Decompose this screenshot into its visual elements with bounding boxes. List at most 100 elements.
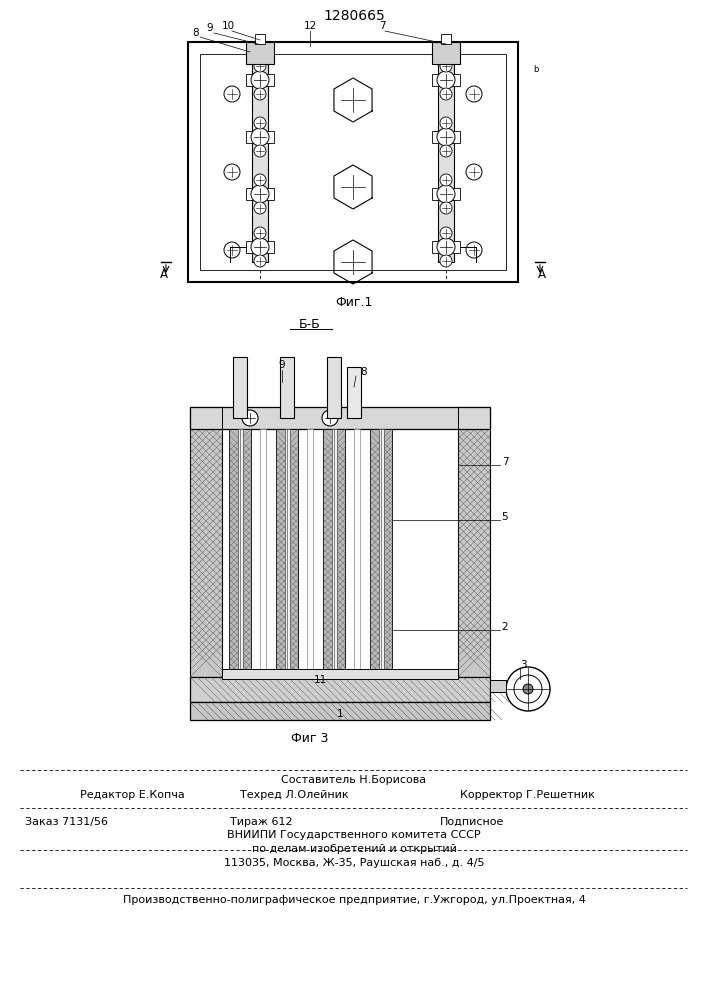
Bar xyxy=(246,74,274,86)
Circle shape xyxy=(254,227,266,239)
Bar xyxy=(246,241,274,253)
Circle shape xyxy=(466,86,482,102)
Bar xyxy=(432,188,460,200)
Bar xyxy=(432,131,460,143)
Text: Производственно-полиграфическое предприятие, г.Ужгород, ул.Проектная, 4: Производственно-полиграфическое предприя… xyxy=(122,895,585,905)
Circle shape xyxy=(437,71,455,89)
Bar xyxy=(190,702,490,720)
Text: Тираж 612: Тираж 612 xyxy=(230,817,293,827)
Text: 5: 5 xyxy=(502,512,508,522)
Bar xyxy=(432,74,460,86)
Text: 7: 7 xyxy=(379,21,385,31)
Text: 2: 2 xyxy=(502,622,508,632)
Text: b: b xyxy=(533,66,539,75)
Bar xyxy=(255,34,265,44)
Bar xyxy=(229,429,251,672)
Bar xyxy=(190,407,222,677)
Circle shape xyxy=(251,238,269,256)
Bar xyxy=(190,407,490,429)
Circle shape xyxy=(437,128,455,146)
Text: А: А xyxy=(160,267,168,280)
Text: 3: 3 xyxy=(520,660,526,670)
Circle shape xyxy=(224,86,240,102)
Circle shape xyxy=(437,238,455,256)
Text: Фиг.1: Фиг.1 xyxy=(335,296,373,308)
Bar xyxy=(252,62,268,262)
Circle shape xyxy=(440,174,452,186)
Bar xyxy=(458,407,490,677)
Bar xyxy=(280,357,294,418)
Text: 7: 7 xyxy=(502,457,508,467)
Bar xyxy=(438,62,454,262)
Text: 1280665: 1280665 xyxy=(323,9,385,23)
Bar xyxy=(260,429,266,672)
Circle shape xyxy=(251,71,269,89)
Text: 9: 9 xyxy=(206,23,214,33)
Text: 11: 11 xyxy=(313,675,327,685)
Bar xyxy=(354,429,360,672)
Text: Составитель Н.Борисова: Составитель Н.Борисова xyxy=(281,775,426,785)
Circle shape xyxy=(251,128,269,146)
Circle shape xyxy=(523,684,533,694)
Text: 12: 12 xyxy=(303,21,317,31)
Text: Б-Б: Б-Б xyxy=(299,318,321,330)
Bar xyxy=(332,429,337,672)
Circle shape xyxy=(254,117,266,129)
Circle shape xyxy=(514,675,542,703)
Circle shape xyxy=(440,202,452,214)
Circle shape xyxy=(440,60,452,72)
Bar xyxy=(246,188,274,200)
Bar xyxy=(323,429,345,672)
Text: 113035, Москва, Ж-35, Раушская наб., д. 4/5: 113035, Москва, Ж-35, Раушская наб., д. … xyxy=(223,858,484,868)
Text: Корректор Г.Решетник: Корректор Г.Решетник xyxy=(460,790,595,800)
Bar xyxy=(190,677,490,702)
Circle shape xyxy=(440,255,452,267)
Text: Заказ 7131/56: Заказ 7131/56 xyxy=(25,817,108,827)
Text: Фиг 3: Фиг 3 xyxy=(291,732,329,744)
Bar xyxy=(233,357,247,418)
Text: 1: 1 xyxy=(337,709,344,719)
Circle shape xyxy=(437,185,455,203)
Circle shape xyxy=(254,88,266,100)
Text: 9: 9 xyxy=(279,360,286,370)
Circle shape xyxy=(440,145,452,157)
Bar xyxy=(285,429,290,672)
Bar xyxy=(327,357,341,418)
Circle shape xyxy=(254,145,266,157)
Circle shape xyxy=(254,60,266,72)
Bar xyxy=(246,42,274,64)
Circle shape xyxy=(242,410,258,426)
Bar xyxy=(370,429,392,672)
Bar xyxy=(379,429,384,672)
Bar xyxy=(188,42,518,282)
Bar xyxy=(441,34,451,44)
Circle shape xyxy=(254,174,266,186)
Text: по делам изобретений и открытий: по делам изобретений и открытий xyxy=(252,844,457,854)
Circle shape xyxy=(224,242,240,258)
Bar xyxy=(276,429,298,672)
Circle shape xyxy=(466,164,482,180)
Circle shape xyxy=(251,185,269,203)
Circle shape xyxy=(440,117,452,129)
Bar xyxy=(200,54,506,270)
Bar xyxy=(490,680,506,692)
Circle shape xyxy=(224,164,240,180)
Circle shape xyxy=(440,88,452,100)
Bar xyxy=(347,367,361,418)
Text: 8: 8 xyxy=(361,367,368,377)
Circle shape xyxy=(254,202,266,214)
Circle shape xyxy=(466,242,482,258)
Bar xyxy=(307,429,313,672)
Text: А: А xyxy=(538,267,546,280)
Text: Техред Л.Олейник: Техред Л.Олейник xyxy=(240,790,349,800)
Bar xyxy=(238,429,243,672)
Bar xyxy=(222,669,458,679)
Text: 8: 8 xyxy=(193,28,199,38)
Circle shape xyxy=(506,667,550,711)
Bar xyxy=(432,241,460,253)
Text: ВНИИПИ Государственного комитета СССР: ВНИИПИ Государственного комитета СССР xyxy=(227,830,481,840)
Circle shape xyxy=(254,255,266,267)
Circle shape xyxy=(440,227,452,239)
Bar xyxy=(246,131,274,143)
Text: Подписное: Подписное xyxy=(440,817,504,827)
